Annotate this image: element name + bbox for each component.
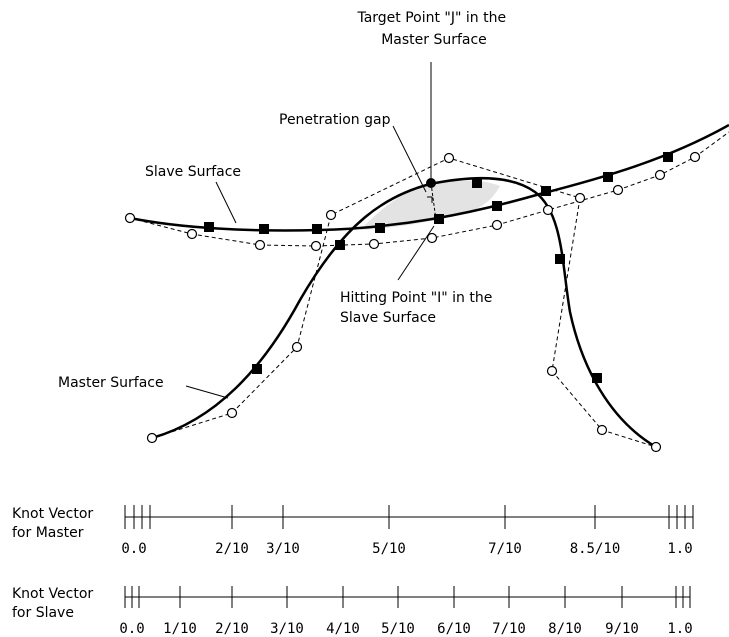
slave-control-point xyxy=(186,228,198,240)
hitting-point-label: Hitting Point "I" in the Slave Surface xyxy=(340,290,497,326)
knot-label: 1.0 xyxy=(667,621,692,637)
master-control-point xyxy=(596,424,608,436)
slave-control-point xyxy=(612,184,624,196)
knot-vector-slave: Knot Vector for Slave 0.0 1/10 2/10 3/10… xyxy=(12,586,693,637)
knot-label: 5/10 xyxy=(372,541,406,557)
slave-control-point xyxy=(310,240,322,252)
knot-label: 8.5/10 xyxy=(570,541,621,557)
slave-control-point xyxy=(689,151,701,163)
master-control-point xyxy=(226,407,238,419)
knot-label: 2/10 xyxy=(215,541,249,557)
slave-control-point xyxy=(491,219,503,231)
knot-vector-master: Knot Vector for Master 0.0 2/10 3/10 5/1… xyxy=(12,505,694,557)
knot-label: 6/10 xyxy=(437,621,471,637)
knot-vector-master-ticks xyxy=(124,505,694,529)
penetration-gap-leader xyxy=(392,125,427,193)
slave-knot-point xyxy=(541,186,551,196)
knot-label: 1.0 xyxy=(667,541,692,557)
master-control-point xyxy=(574,192,586,204)
master-knot-point xyxy=(592,373,602,383)
slave-knot-point xyxy=(603,172,613,182)
slave-control-point xyxy=(124,212,136,224)
knot-label: 0.0 xyxy=(121,541,146,557)
master-control-point xyxy=(291,341,303,353)
slave-control-points xyxy=(124,151,701,252)
master-control-point xyxy=(650,441,662,453)
master-control-points xyxy=(146,152,662,453)
master-knot-point xyxy=(335,240,345,250)
master-knot-point xyxy=(472,178,482,188)
slave-knot-point xyxy=(492,201,502,211)
slave-knot-point xyxy=(663,152,673,162)
knot-label: 5/10 xyxy=(381,621,415,637)
slave-knot-point xyxy=(434,214,444,224)
master-surface-label: Master Surface xyxy=(58,375,164,391)
target-point-label: Target Point "J" in the Master Surface xyxy=(356,10,510,48)
knot-label: 7/10 xyxy=(492,621,526,637)
slave-control-polygon xyxy=(129,131,729,247)
slave-control-point xyxy=(542,204,554,216)
slave-surface-label: Slave Surface xyxy=(145,164,241,180)
knot-label: 2/10 xyxy=(215,621,249,637)
slave-knot-point xyxy=(312,224,322,234)
knot-label: 4/10 xyxy=(326,621,360,637)
slave-control-point xyxy=(368,238,380,250)
knot-label: 3/10 xyxy=(266,541,300,557)
master-knot-points xyxy=(252,178,602,383)
knot-label: 3/10 xyxy=(270,621,304,637)
knot-vector-master-caption: Knot Vector for Master xyxy=(12,506,98,541)
slave-control-point xyxy=(254,239,266,251)
slave-knot-points xyxy=(204,152,673,234)
knot-label: 9/10 xyxy=(605,621,639,637)
penetration-gap-region xyxy=(360,180,500,230)
knot-label: 7/10 xyxy=(488,541,522,557)
slave-knot-point xyxy=(259,224,269,234)
knot-vector-slave-caption: Knot Vector for Slave xyxy=(12,586,98,621)
knot-vector-slave-ticks xyxy=(124,586,691,608)
gap-normal-line xyxy=(430,182,437,221)
master-knot-point xyxy=(252,364,262,374)
master-control-point xyxy=(443,152,455,164)
slave-control-point xyxy=(654,169,666,181)
slave-surface-leader xyxy=(215,181,237,224)
slave-knot-point xyxy=(204,222,214,232)
master-control-point xyxy=(146,432,158,444)
master-control-point xyxy=(546,365,558,377)
master-control-point xyxy=(325,209,337,221)
master-surface-leader xyxy=(185,385,229,399)
knot-label: 8/10 xyxy=(548,621,582,637)
slave-knot-point xyxy=(375,223,385,233)
master-knot-point xyxy=(555,254,565,264)
knot-label: 0.0 xyxy=(119,621,144,637)
slave-control-point xyxy=(426,232,438,244)
hitting-point-leader xyxy=(397,225,435,281)
right-angle-marker xyxy=(427,196,433,203)
knot-label: 1/10 xyxy=(163,621,197,637)
penetration-gap-label: Penetration gap xyxy=(279,112,391,128)
